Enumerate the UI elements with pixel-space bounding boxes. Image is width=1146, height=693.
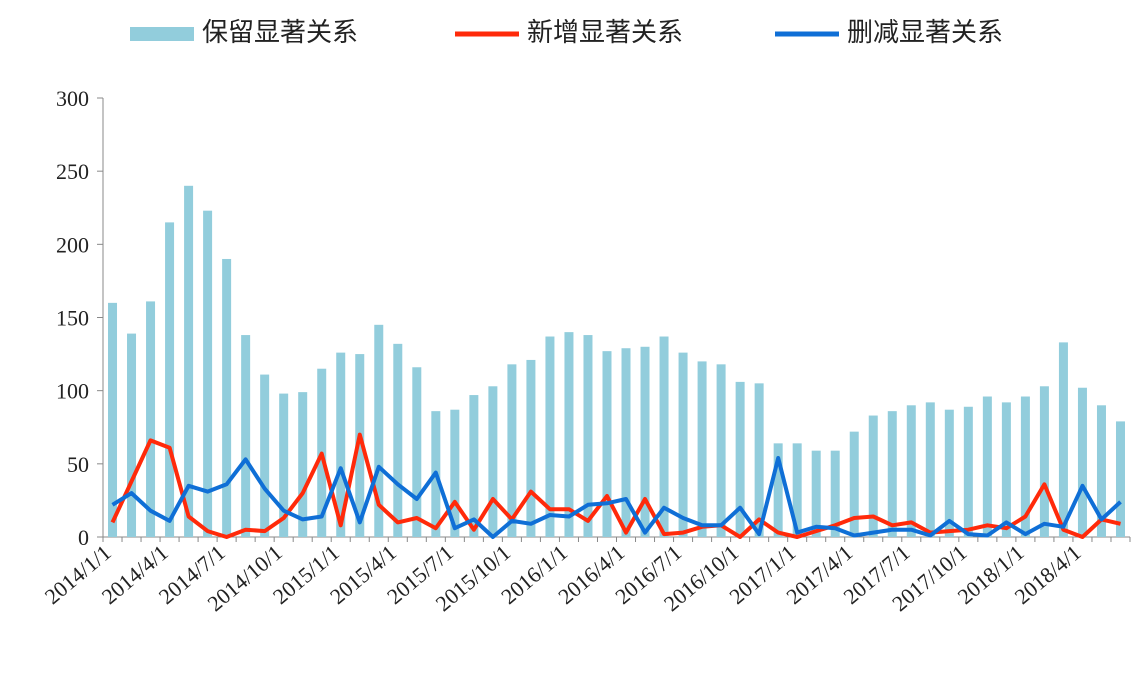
bar <box>127 333 137 537</box>
y-tick-label: 100 <box>56 379 89 404</box>
bar <box>868 415 878 537</box>
bar <box>754 383 764 537</box>
bar <box>830 450 840 537</box>
bar <box>716 364 726 537</box>
bar <box>412 367 422 537</box>
bar <box>697 361 707 537</box>
bar <box>621 348 631 537</box>
legend-label: 保留显著关系 <box>202 18 358 47</box>
bar <box>222 258 232 537</box>
bar <box>469 395 479 537</box>
bar <box>811 450 821 537</box>
legend-item: 新增显著关系 <box>455 18 683 47</box>
bar <box>982 396 992 537</box>
bar <box>906 405 916 537</box>
bar <box>507 364 517 537</box>
bar <box>526 359 536 537</box>
y-tick-label: 300 <box>56 86 89 111</box>
bar <box>735 381 745 537</box>
legend-label: 新增显著关系 <box>527 18 683 47</box>
y-tick-label: 200 <box>56 232 89 257</box>
bar <box>1077 387 1087 537</box>
bar <box>1001 402 1011 537</box>
legend-item: 删减显著关系 <box>775 18 1003 47</box>
bar <box>165 222 175 537</box>
bar <box>393 343 403 537</box>
bar <box>678 352 688 537</box>
bar <box>241 335 251 537</box>
legend-swatch <box>130 27 194 41</box>
bar <box>203 210 213 537</box>
bar <box>887 411 897 537</box>
bar <box>279 393 289 537</box>
bar <box>773 443 783 537</box>
bar <box>450 409 460 537</box>
bar <box>545 336 555 537</box>
bar <box>336 352 346 537</box>
bar <box>849 431 859 537</box>
bar <box>925 402 935 537</box>
bar <box>488 386 498 537</box>
bar <box>1096 405 1106 537</box>
bar <box>963 406 973 537</box>
legend-label: 删减显著关系 <box>847 18 1003 47</box>
bar <box>184 185 194 538</box>
bar <box>1058 342 1068 537</box>
bar <box>298 392 308 537</box>
bar <box>1039 386 1049 537</box>
bar <box>260 374 270 537</box>
bar <box>944 409 954 537</box>
y-tick-label: 50 <box>67 452 89 477</box>
bar <box>355 354 365 537</box>
bar <box>374 324 384 537</box>
y-tick-label: 150 <box>56 306 89 331</box>
bar <box>792 443 802 537</box>
bar <box>108 302 118 537</box>
y-tick-label: 250 <box>56 159 89 184</box>
bar <box>640 346 650 537</box>
bar <box>1020 396 1030 537</box>
line <box>110 432 1121 539</box>
bar <box>564 332 574 537</box>
bar <box>1115 421 1125 537</box>
bar <box>602 351 612 537</box>
bar <box>659 336 669 537</box>
bar <box>583 335 593 537</box>
y-tick-label: 0 <box>78 525 89 550</box>
bar <box>146 301 156 537</box>
legend-item: 保留显著关系 <box>130 18 358 47</box>
line <box>111 456 1122 539</box>
